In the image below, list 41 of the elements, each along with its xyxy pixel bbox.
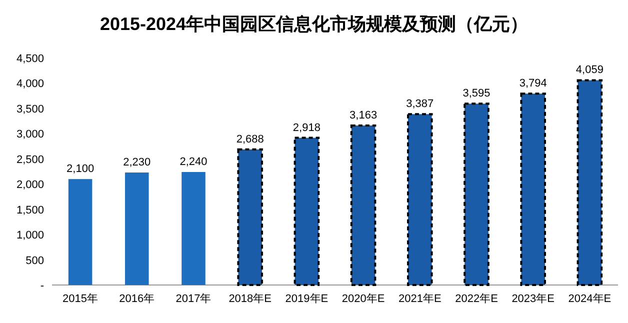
x-tick-label: 2019年E [285,293,328,305]
data-label: 2,230 [123,156,151,169]
bar [294,136,320,286]
data-label: 2,688 [236,133,264,146]
y-tick-label: 4,000 [16,78,44,90]
x-tick-label: 2023年E [512,293,555,305]
y-tick-label: 1,500 [16,204,44,216]
data-label: 3,163 [350,109,378,122]
data-label: 3,595 [462,88,490,100]
x-tick-label: 2024年E [568,293,612,305]
data-label: 2,918 [292,122,320,134]
data-label: 4,059 [576,64,604,76]
bar [182,172,206,285]
y-tick-label: 3,500 [16,103,44,116]
x-tick-label: 2020年E [342,293,385,305]
bar [237,148,263,286]
bar [464,102,490,286]
x-tick-label: 2016年 [119,293,155,305]
x-tick-label: 2015年 [62,293,98,305]
y-tick-label: 2,000 [16,179,44,192]
bar [68,179,92,285]
y-tick-label: 1,000 [16,230,44,242]
x-tick-label: 2021年E [398,293,442,305]
y-tick-label: 3,000 [16,128,44,141]
x-tick-label: 2017年 [176,293,212,305]
data-label: 2,240 [180,156,208,168]
data-label: 2,100 [66,163,94,176]
data-label: 3,794 [519,78,547,90]
bar [520,92,546,286]
y-tick-label: 500 [26,254,44,267]
bar [350,124,376,286]
bar [576,79,603,286]
x-tick-label: 2022年E [455,293,498,305]
y-tick-label: 2,500 [16,154,44,166]
chart-title: 2015-2024年中国园区信息化市场规模及预测（亿元） [100,14,528,34]
x-tick-label: 2018年E [228,293,272,305]
data-label: 3,387 [406,98,434,110]
bar [125,172,149,285]
y-tick-label: 4,500 [16,53,44,65]
y-tick-label: - [40,280,44,292]
bar [407,113,433,286]
